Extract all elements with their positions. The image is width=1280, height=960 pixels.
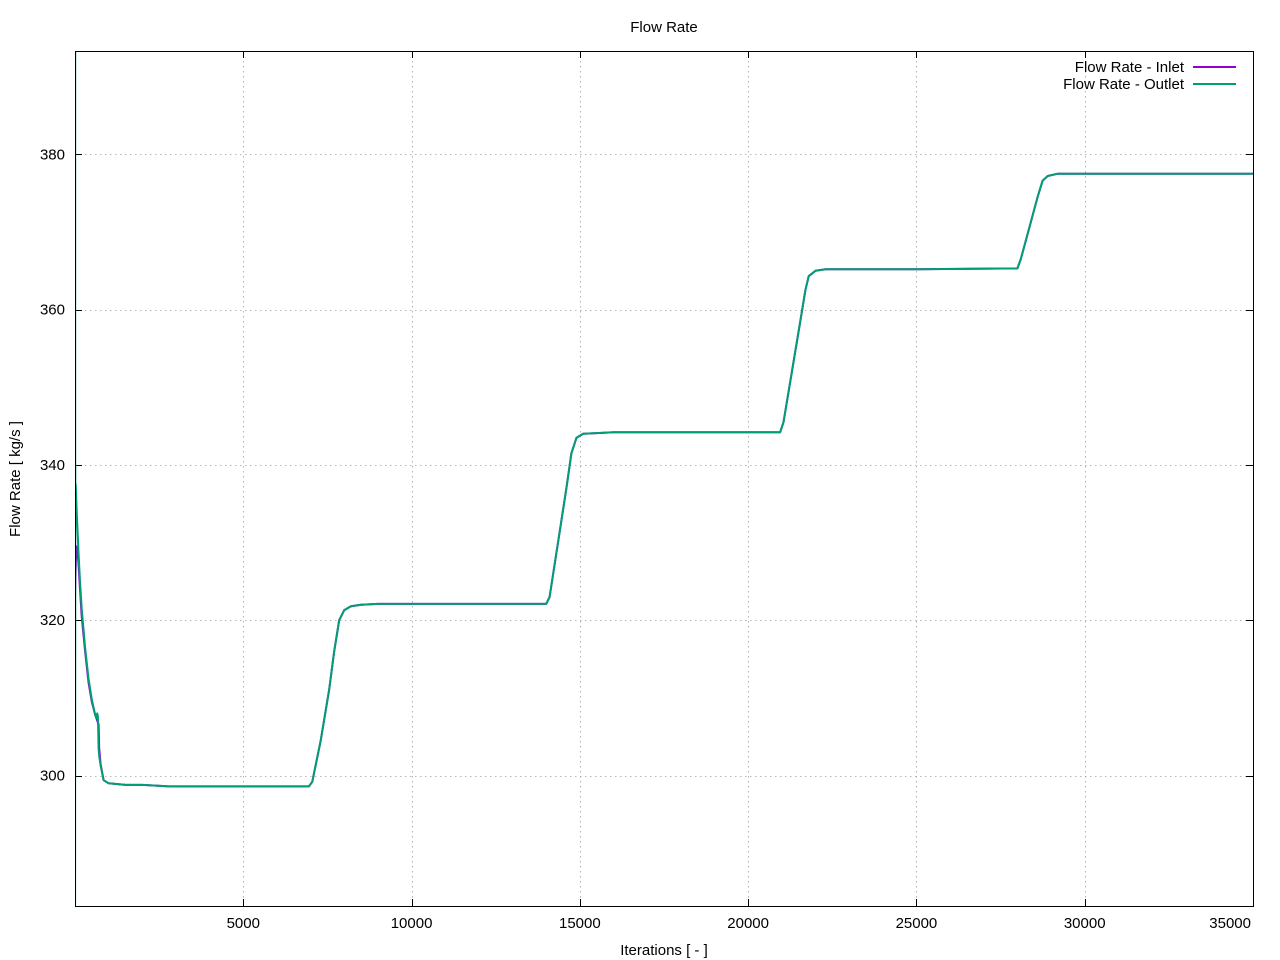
x-tick-label: 25000 (896, 915, 938, 932)
y-tick-label: 320 (40, 612, 65, 629)
x-axis-label: Iterations [ - ] (620, 942, 708, 959)
grid-lines (75, 51, 1253, 906)
series-line-outlet (75, 51, 1254, 907)
x-tick-label: 10000 (391, 915, 433, 932)
x-tick-label: 20000 (727, 915, 769, 932)
y-axis-tick-labels: 300 320 340 360 380 (40, 146, 65, 784)
plot-frame (75, 51, 1254, 907)
x-tick-label: 35000 (1209, 915, 1251, 932)
chart-title: Flow Rate (630, 19, 698, 36)
legend-label: Flow Rate - Outlet (1063, 76, 1185, 93)
y-tick-label: 380 (40, 146, 65, 163)
y-tick-label: 340 (40, 457, 65, 474)
x-tick-label: 5000 (227, 915, 260, 932)
y-tick-label: 360 (40, 302, 65, 319)
x-axis-tick-labels: 5000 10000 15000 20000 25000 30000 35000 (227, 915, 1251, 932)
y-axis-label: Flow Rate [ kg/s ] (7, 421, 24, 537)
x-tick-label: 30000 (1064, 915, 1106, 932)
x-tick-label: 15000 (559, 915, 601, 932)
series-lines (75, 51, 1254, 907)
legend-label: Flow Rate - Inlet (1075, 59, 1185, 76)
y-tick-label: 300 (40, 768, 65, 785)
